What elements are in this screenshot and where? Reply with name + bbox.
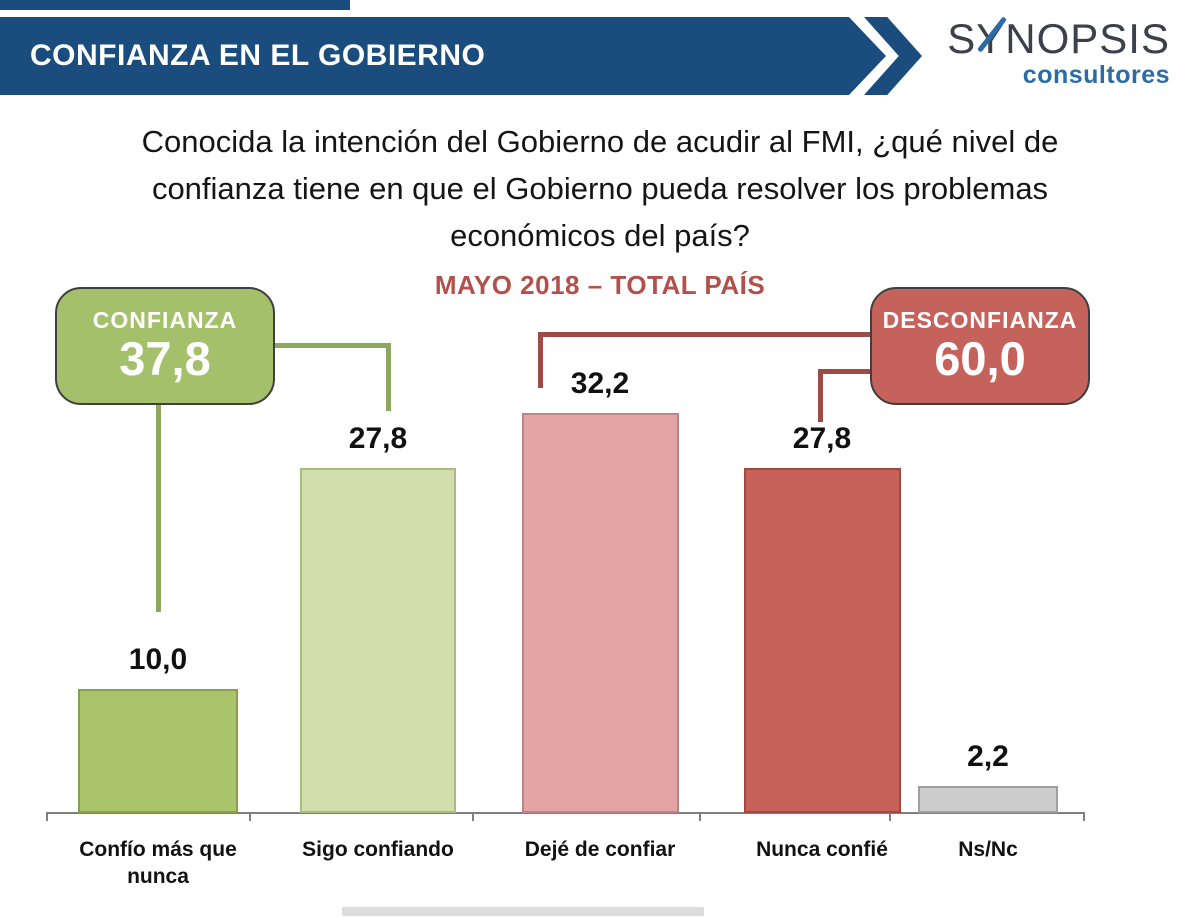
bar-value-label: 2,2: [967, 740, 1009, 773]
logo-subtext: consultores: [1022, 61, 1170, 89]
desconfianza-connector-b-vertical: [818, 369, 823, 422]
confianza-connector-down: [156, 400, 161, 612]
axis-tick: [889, 812, 891, 821]
desconfianza-connector-a-hook: [538, 332, 543, 388]
logo-letters: NOPSIS: [1005, 15, 1170, 62]
chart-bar: [744, 468, 901, 813]
bar-category-label: Confío más que nunca: [79, 838, 237, 888]
axis-tick: [472, 812, 474, 821]
bar-category-label: Sigo confiando: [302, 838, 454, 861]
desconfianza-summary-box: DESCONFIANZA 60,0: [870, 287, 1090, 405]
x-axis-line: [46, 812, 1085, 814]
bar-value-label: 32,2: [570, 367, 630, 400]
chart-subtitle: MAYO 2018 – TOTAL PAÍS: [434, 270, 766, 300]
logo-wordmark: SYNOPSIS: [947, 16, 1170, 62]
cropped-footer-strip: [342, 907, 704, 916]
question-line-1: Conocida la intención del Gobierno de ac…: [141, 124, 1059, 159]
chart-bar: [522, 413, 679, 813]
axis-tick: [699, 812, 701, 821]
chart-bar: [918, 786, 1058, 813]
header-banner: CONFIANZA EN EL GOBIERNO: [0, 17, 886, 95]
question-line-3: económicos del país?: [450, 218, 750, 253]
desconfianza-connector-b-horizontal: [818, 369, 875, 374]
question-text: Conocida la intención del Gobierno de ac…: [0, 118, 1200, 259]
bar-category-label: Dejé de confiar: [524, 838, 676, 861]
confianza-label: CONFIANZA: [92, 307, 238, 333]
confianza-value: 37,8: [119, 332, 211, 385]
bar-value-label: 10,0: [128, 643, 188, 676]
bar-category-label: Nunca confié: [756, 838, 888, 861]
axis-tick: [249, 812, 251, 821]
bar-category-label: Ns/Nc: [958, 838, 1018, 861]
confianza-connector-horizontal: [270, 343, 391, 348]
confianza-connector-vertical: [386, 343, 391, 411]
chart-bar: [300, 468, 456, 813]
top-accent-strip: [0, 0, 350, 10]
desconfianza-value: 60,0: [934, 332, 1026, 385]
question-line-2: confianza tiene en que el Gobierno pueda…: [151, 171, 1049, 206]
page-title: CONFIANZA EN EL GOBIERNO: [30, 39, 486, 72]
logo-letter-y-with-slash-icon: Y: [976, 15, 1006, 62]
logo-letter: S: [947, 15, 977, 62]
desconfianza-connector-a-horizontal: [538, 332, 875, 337]
bar-value-label: 27,8: [348, 422, 408, 455]
axis-tick: [1083, 812, 1085, 821]
confianza-summary-box: CONFIANZA 37,8: [55, 287, 275, 405]
chart-bar: [78, 689, 238, 813]
synopsis-logo: SYNOPSIS consultores: [925, 16, 1170, 89]
axis-tick: [46, 812, 48, 821]
desconfianza-label: DESCONFIANZA: [882, 307, 1078, 333]
bar-value-label: 27,8: [792, 422, 852, 455]
